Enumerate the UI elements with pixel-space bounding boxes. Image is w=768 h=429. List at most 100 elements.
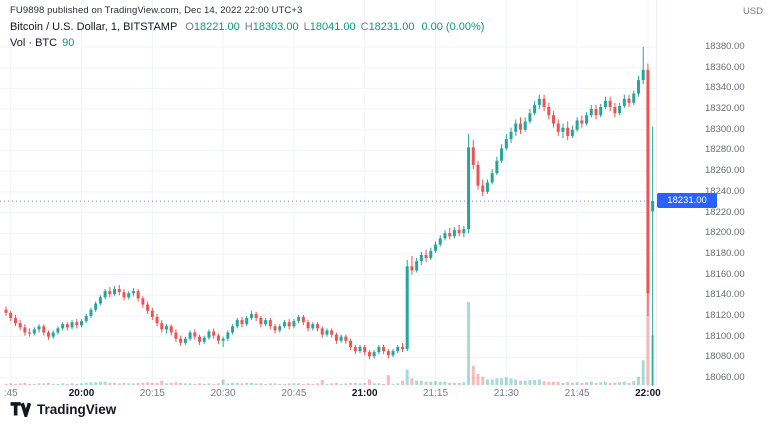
- candle: [174, 329, 178, 342]
- candle: [495, 156, 499, 176]
- candle-body: [608, 100, 612, 107]
- candle: [18, 320, 22, 331]
- volume-bar: [51, 383, 55, 385]
- volume-bar: [188, 383, 192, 385]
- candle: [575, 117, 579, 132]
- volume-bar: [155, 382, 159, 385]
- candle-body: [542, 98, 546, 107]
- volume-bar: [429, 381, 433, 385]
- candle: [457, 224, 461, 237]
- price-tick-label: 18360.00: [705, 61, 745, 73]
- candle: [89, 307, 93, 319]
- candle: [146, 301, 150, 314]
- volume-bar: [278, 383, 282, 385]
- candle: [65, 322, 69, 331]
- low-number: 18041.00: [309, 21, 356, 33]
- candle: [334, 332, 338, 344]
- candle: [259, 315, 263, 328]
- time-tick-label: :45: [3, 388, 18, 399]
- candle-body: [636, 80, 640, 94]
- volume-bar: [164, 383, 168, 385]
- candle-body: [490, 173, 494, 183]
- price-tick-label: 18180.00: [705, 247, 745, 259]
- volume-bar: [485, 379, 489, 385]
- volume-bar: [382, 383, 386, 385]
- candle: [273, 324, 277, 334]
- volume-bar: [264, 383, 268, 385]
- candle-body: [410, 266, 414, 271]
- candle-body: [301, 316, 305, 323]
- candle-body: [533, 104, 537, 114]
- volume-bar: [410, 378, 414, 385]
- candle-body: [98, 297, 102, 304]
- volume-bar: [297, 383, 301, 385]
- candle-body: [363, 346, 367, 353]
- candle: [320, 326, 324, 338]
- candle-body: [396, 346, 400, 352]
- candle-body: [216, 335, 220, 341]
- candle: [231, 324, 235, 335]
- candle-body: [164, 326, 168, 330]
- candle-body: [264, 320, 268, 325]
- price-axis[interactable]: USD 18231.00 18060.00 18080.00 18100.00 181…: [656, 0, 768, 386]
- candle: [504, 133, 508, 151]
- candle-body: [452, 230, 456, 237]
- candle-body: [150, 310, 154, 317]
- volume-bar: [481, 376, 485, 385]
- candle: [476, 160, 480, 190]
- candle-body: [13, 318, 17, 324]
- candle-body: [18, 323, 22, 328]
- volume-bar: [476, 373, 480, 385]
- candle: [358, 344, 362, 354]
- candle-body: [179, 338, 183, 343]
- candle-body: [556, 123, 560, 132]
- volume-bar: [448, 382, 452, 385]
- volume-bar: [174, 382, 178, 385]
- volume-bar: [221, 379, 225, 385]
- candle-body: [9, 312, 13, 319]
- candle-body: [240, 320, 244, 325]
- tradingview-branding[interactable]: TradingView: [9, 401, 116, 417]
- volume-bar: [316, 383, 320, 385]
- volume-bar: [287, 383, 291, 385]
- candle: [424, 249, 428, 263]
- candle-body: [339, 336, 343, 341]
- volume-bar: [18, 383, 22, 385]
- candle: [448, 228, 452, 240]
- candle-body: [372, 352, 376, 357]
- candle-body: [202, 337, 206, 342]
- candle-body: [193, 332, 197, 337]
- volume-bar: [273, 383, 277, 385]
- volume-bar: [131, 383, 135, 385]
- volume-bar: [443, 381, 447, 385]
- candle-body: [320, 328, 324, 335]
- volume-bar: [160, 380, 164, 385]
- candle-body: [443, 233, 447, 239]
- volume-bar: [528, 380, 532, 385]
- high-value: H18303.00: [245, 21, 299, 33]
- symbol-title[interactable]: Bitcoin / U.S. Dollar, 1, BITSTAMP: [10, 21, 178, 33]
- candle: [56, 326, 60, 335]
- candle-body: [84, 315, 88, 322]
- time-axis[interactable]: :45 20:00 20:15 20:30 20:45 21:00 21:15 21:30 21…: [0, 386, 768, 406]
- candle: [306, 320, 310, 332]
- price-tick-label: 18140.00: [705, 289, 745, 301]
- volume-bar: [122, 382, 126, 385]
- volume-bar: [301, 383, 305, 385]
- volume-bar: [75, 383, 79, 385]
- volume-bar: [179, 382, 183, 385]
- candle: [344, 334, 348, 344]
- candle-body: [131, 291, 135, 294]
- volume-bar: [216, 383, 220, 385]
- candle-body: [306, 322, 310, 329]
- volume-bar: [523, 380, 527, 385]
- volume-bar: [542, 381, 546, 385]
- candlestick-plot[interactable]: [0, 0, 656, 386]
- candle: [632, 90, 636, 105]
- candle-body: [646, 69, 650, 294]
- candle: [61, 322, 65, 331]
- volume-label[interactable]: Vol · BTC: [10, 37, 58, 49]
- volume-bar: [405, 369, 409, 385]
- candle: [528, 109, 532, 124]
- volume-bar: [363, 382, 367, 385]
